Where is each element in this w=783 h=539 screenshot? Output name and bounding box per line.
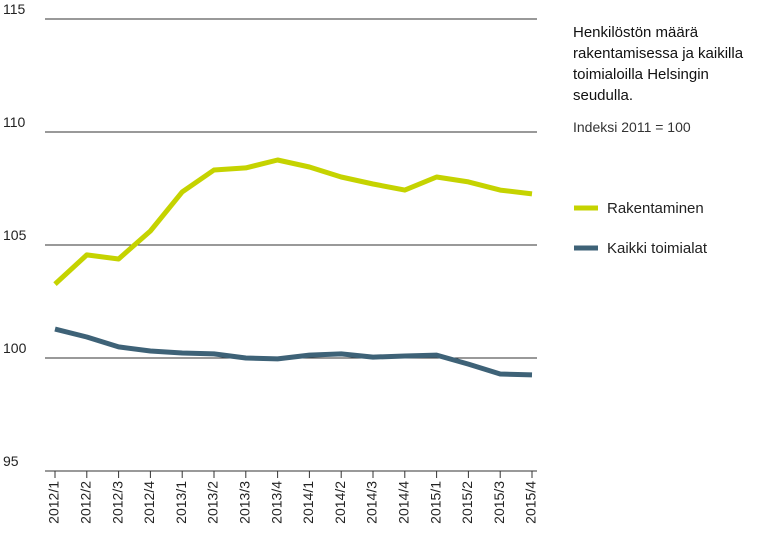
x-tick-label: 2012/3 <box>109 481 125 524</box>
x-tick-label: 2012/4 <box>141 481 157 524</box>
x-tick-label: 2014/2 <box>332 481 348 524</box>
legend-label: Kaikki toimialat <box>607 240 708 257</box>
x-tick-label: 2013/3 <box>237 481 253 524</box>
x-tick-label: 2014/3 <box>364 481 380 524</box>
y-tick-label: 105 <box>3 227 27 243</box>
legend-label: Rakentaminen <box>607 200 704 217</box>
x-tick-label: 2012/1 <box>46 481 62 524</box>
chart-subtitle: Indeksi 2011 = 100 <box>573 119 691 135</box>
data-line <box>54 326 533 378</box>
x-tick-label: 2014/4 <box>396 481 412 524</box>
y-tick-label: 110 <box>3 114 26 130</box>
x-tick-label: 2015/1 <box>427 481 443 524</box>
x-tick-label: 2015/2 <box>459 481 475 524</box>
y-tick-label: 100 <box>3 340 27 356</box>
x-tick-label: 2015/4 <box>523 481 539 524</box>
y-tick-label: 95 <box>3 453 19 469</box>
x-tick-label: 2013/1 <box>173 481 189 524</box>
chart-title: Henkilöstön määrä rakentamisessa ja kaik… <box>573 24 744 104</box>
x-tick-label: 2015/3 <box>491 481 507 524</box>
y-tick-label: 115 <box>3 1 26 17</box>
x-tick-label: 2014/1 <box>300 481 316 524</box>
x-tick-label: 2013/4 <box>268 481 284 524</box>
x-tick-label: 2012/2 <box>78 481 94 524</box>
data-line <box>53 157 533 286</box>
x-tick-label: 2013/2 <box>205 481 221 524</box>
